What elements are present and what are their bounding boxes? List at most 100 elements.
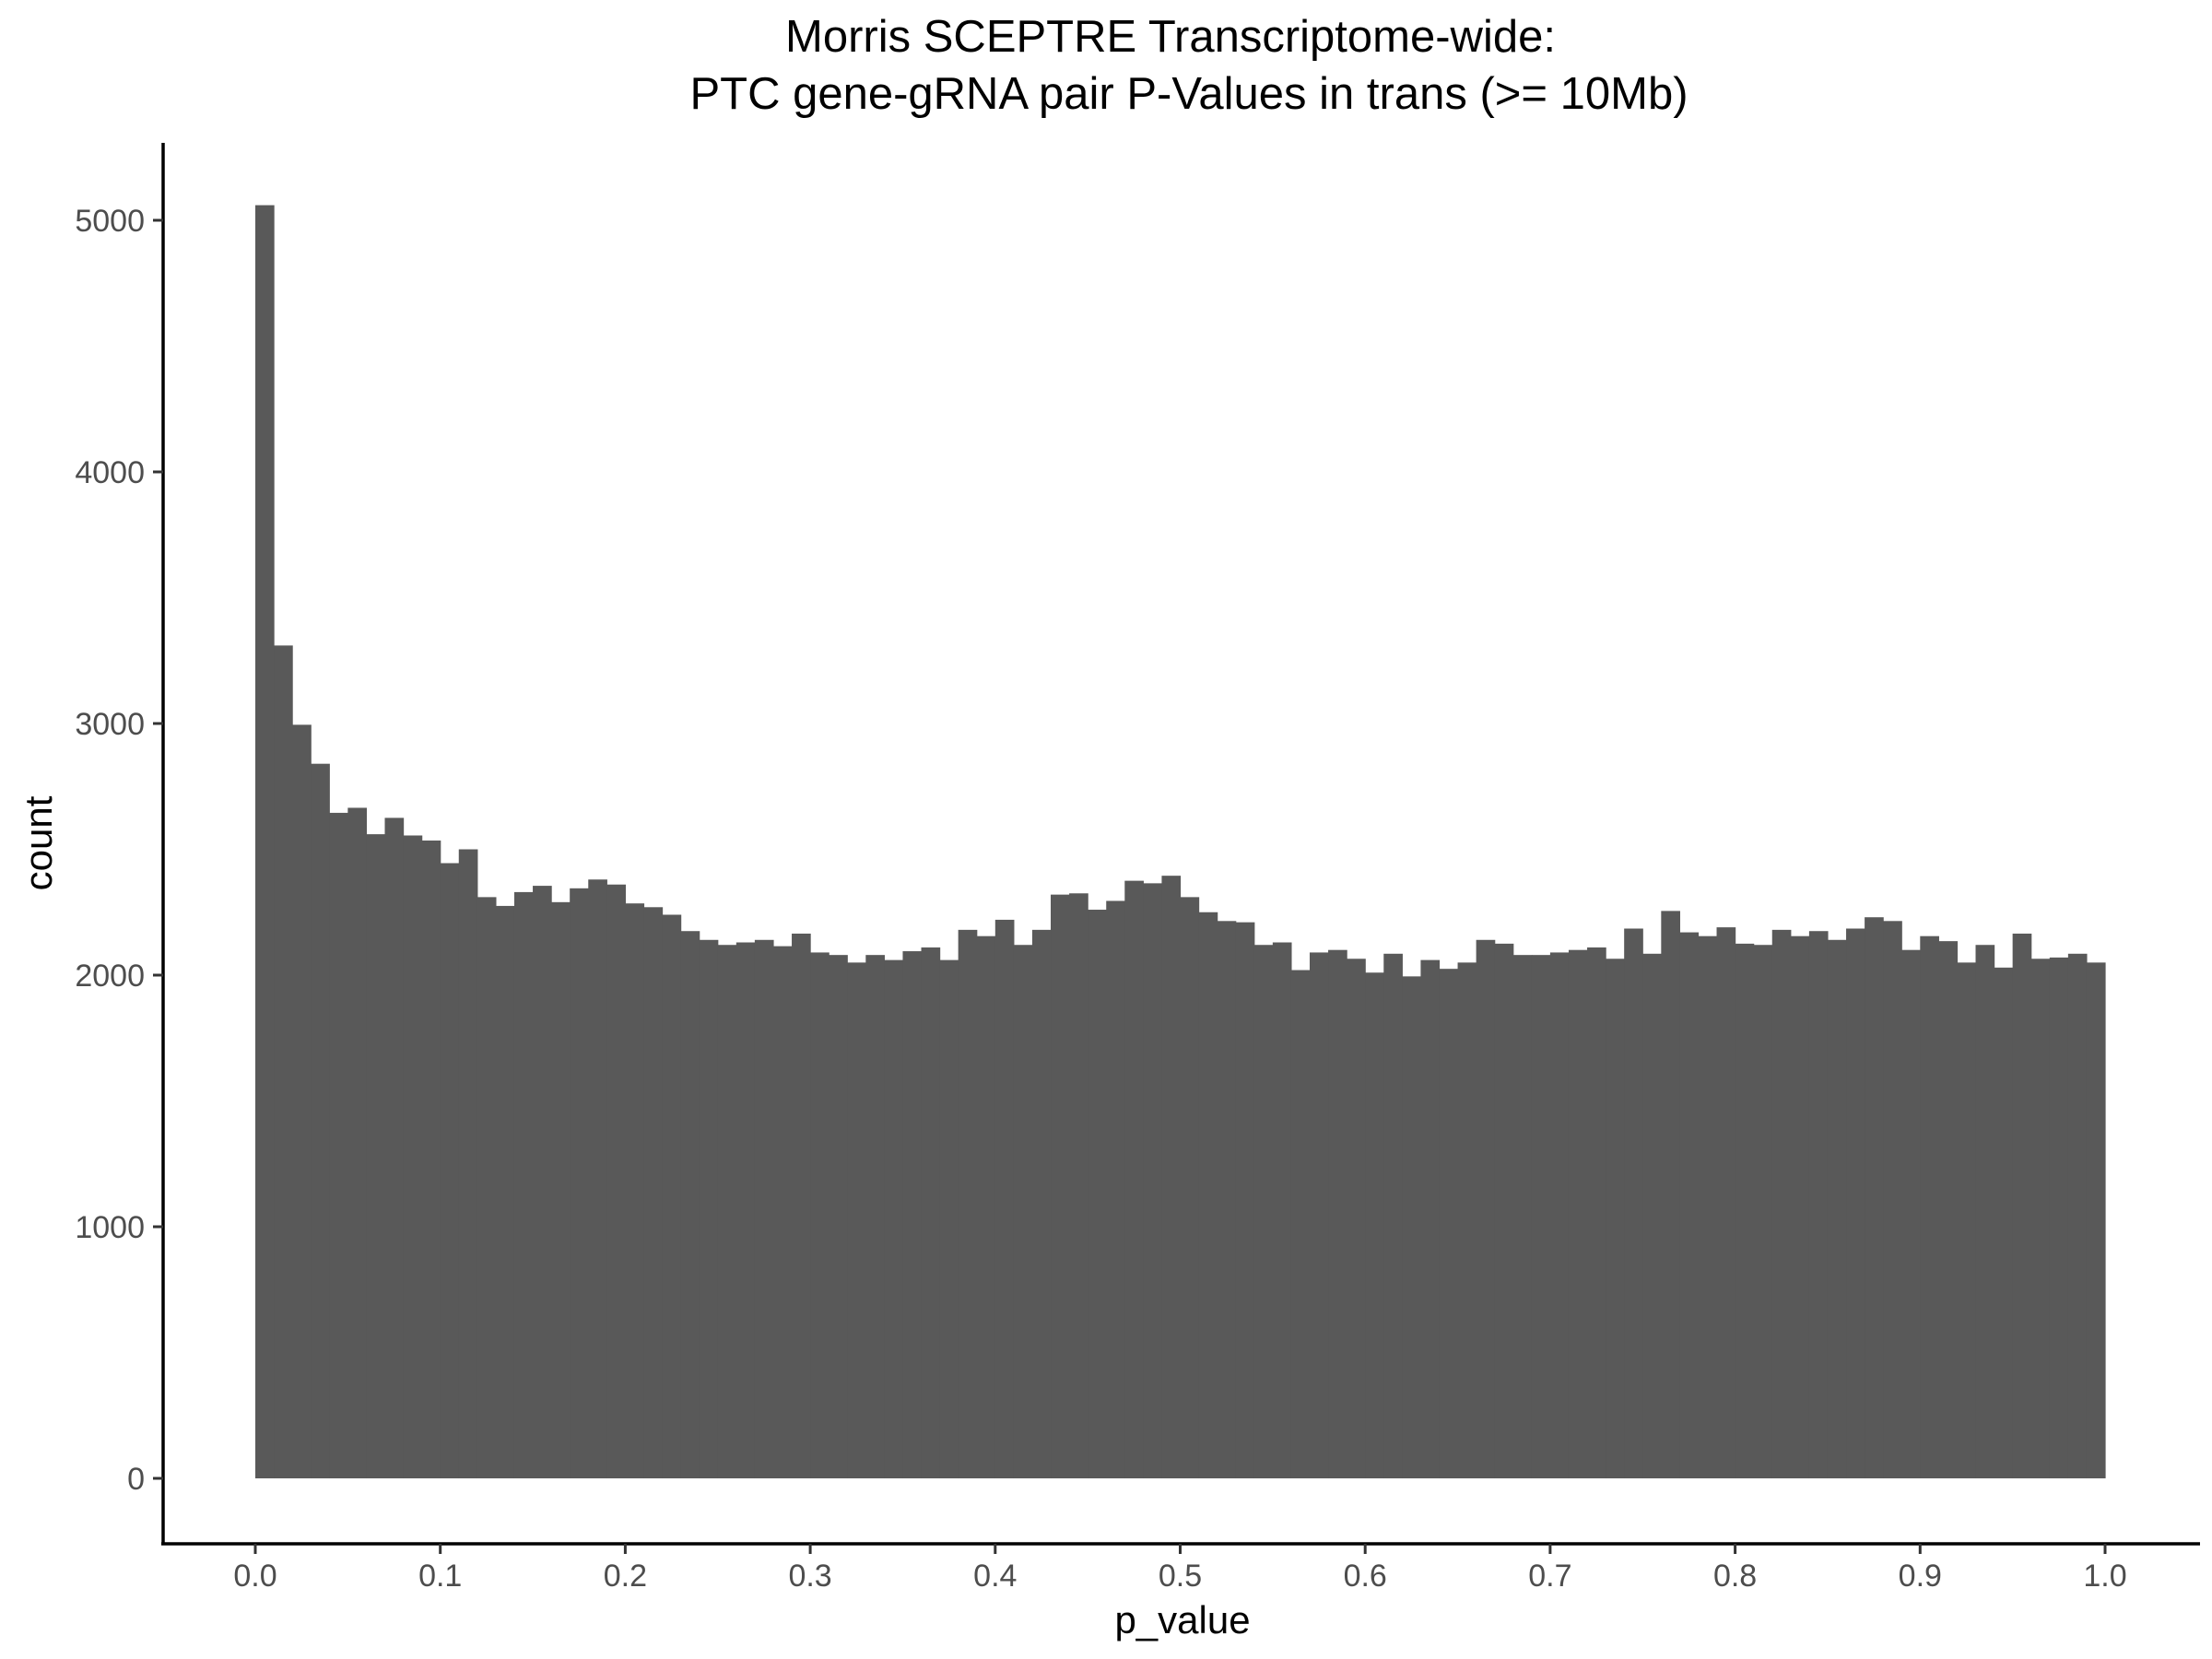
x-tick-label: 0.9 <box>1899 1559 1942 1594</box>
histogram-bar <box>347 807 368 1478</box>
x-tick-label: 1.0 <box>2083 1559 2126 1594</box>
histogram-bar <box>643 907 664 1478</box>
histogram-bar <box>2030 959 2051 1478</box>
histogram-bar <box>1994 967 2014 1478</box>
histogram-bar <box>1013 945 1033 1478</box>
histogram-bar <box>625 903 645 1478</box>
histogram-bar <box>588 879 607 1478</box>
histogram-bar <box>495 905 515 1478</box>
histogram-bar <box>1253 945 1274 1478</box>
histogram-bar <box>1088 910 1107 1478</box>
x-tick-label: 0.2 <box>604 1559 647 1594</box>
histogram-bar <box>1383 953 1403 1478</box>
x-tick-label: 0.8 <box>1713 1559 1757 1594</box>
histogram-bar <box>1198 912 1218 1478</box>
histogram-bar <box>329 812 348 1478</box>
histogram-bar <box>1290 970 1311 1478</box>
histogram-bar <box>2086 962 2106 1478</box>
histogram-bar <box>1771 929 1792 1478</box>
histogram-bar <box>255 205 275 1478</box>
histogram-bar <box>1827 939 1847 1478</box>
y-tick-label: 2000 <box>75 959 145 994</box>
x-tick-label: 0.3 <box>788 1559 831 1594</box>
histogram-bar <box>1661 911 1680 1478</box>
y-tick-label: 3000 <box>75 707 145 742</box>
histogram-bar <box>884 959 904 1478</box>
histogram-bar <box>829 955 848 1478</box>
histogram-bar <box>1365 972 1384 1478</box>
histogram-bar <box>1143 883 1163 1478</box>
histogram-bar <box>1347 959 1366 1478</box>
y-ticks-group: 0 1000 2000 3000 4000 5000 <box>75 204 163 1497</box>
histogram-bar <box>1402 976 1422 1478</box>
histogram-bar <box>1031 929 1052 1478</box>
histogram-bar <box>1217 921 1237 1478</box>
histogram-bar <box>1069 893 1088 1478</box>
x-tick-label: 0.4 <box>973 1559 1017 1594</box>
y-axis-title: count <box>17 795 60 890</box>
histogram-bar <box>1753 945 1773 1478</box>
chart-subtitle: PTC gene-gRNA pair P-Values in trans (>=… <box>689 69 1688 119</box>
histogram-bar <box>458 849 478 1478</box>
histogram-bar <box>1975 945 1995 1478</box>
x-axis-title: p_value <box>1114 1598 1250 1641</box>
histogram-bar <box>1735 943 1755 1478</box>
histogram-bar <box>1606 959 1625 1478</box>
histogram-bar <box>1439 969 1459 1478</box>
x-tick-label: 0.0 <box>233 1559 276 1594</box>
histogram-bar <box>902 951 923 1478</box>
histogram-bar <box>606 884 626 1478</box>
histogram-bar <box>533 886 552 1478</box>
histogram-bar <box>440 863 460 1478</box>
histogram-bar <box>1920 935 1939 1478</box>
histogram-bar <box>735 942 756 1478</box>
x-tick-label: 0.6 <box>1344 1559 1387 1594</box>
histogram-bar <box>976 935 996 1478</box>
histogram-bar <box>772 946 793 1478</box>
histogram-bar <box>865 955 885 1478</box>
histogram-bar <box>994 919 1015 1478</box>
histogram-bar <box>1846 928 1865 1478</box>
histogram-bar <box>1698 935 1718 1478</box>
histogram-bar <box>662 914 682 1478</box>
histogram-bar <box>939 959 959 1478</box>
histogram-bar <box>2067 953 2088 1478</box>
histogram-bar <box>847 962 866 1478</box>
histogram-bar <box>1808 931 1829 1478</box>
histogram-bar <box>1420 959 1441 1478</box>
x-tick-label: 0.7 <box>1528 1559 1571 1594</box>
histogram-bar <box>551 901 571 1478</box>
histogram-bar <box>921 947 941 1478</box>
histogram-bar <box>1568 949 1588 1478</box>
histogram-bar <box>1679 932 1700 1478</box>
histogram-bar <box>477 897 497 1478</box>
histogram-bar <box>1457 962 1477 1478</box>
histogram-bar <box>1901 949 1921 1478</box>
histogram-bar <box>2049 957 2069 1478</box>
histogram-bar <box>1716 927 1736 1478</box>
x-tick-label: 0.1 <box>418 1559 462 1594</box>
histogram-bar <box>1124 880 1144 1478</box>
histogram-bar <box>311 763 330 1478</box>
histogram-bar <box>1309 952 1329 1478</box>
histogram-bar <box>1106 900 1125 1478</box>
histogram-bar <box>1883 921 1902 1478</box>
histogram-bar <box>1957 962 1977 1478</box>
histogram-bar <box>1938 941 1959 1478</box>
histogram-bar <box>1587 947 1606 1478</box>
x-tick-label: 0.5 <box>1159 1559 1202 1594</box>
histogram-bar <box>1161 876 1182 1478</box>
histogram-bar <box>274 645 293 1478</box>
histogram-bar <box>1494 943 1514 1478</box>
histogram-bar <box>513 891 534 1478</box>
histogram-bar <box>292 724 312 1478</box>
histogram-bar <box>384 818 405 1478</box>
histogram-bar <box>570 888 589 1478</box>
histogram-bar <box>717 945 737 1478</box>
y-tick-label: 5000 <box>75 204 145 239</box>
histogram-bar <box>1180 897 1200 1478</box>
histogram-bar <box>810 952 830 1478</box>
histogram-bar <box>1865 917 1884 1478</box>
histogram-bar <box>1051 894 1070 1478</box>
